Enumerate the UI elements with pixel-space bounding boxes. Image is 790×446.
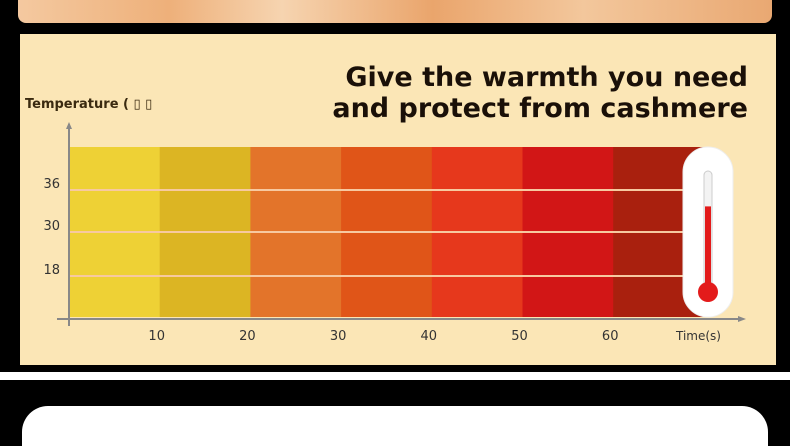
- x-tick-label: 10: [148, 329, 165, 344]
- y-axis-arrow-icon: [66, 122, 72, 129]
- x-axis-arrow-icon: [738, 316, 746, 322]
- y-tick-label: 18: [43, 263, 60, 278]
- x-tick-label: 60: [602, 329, 619, 344]
- product-photo-strip: [18, 0, 772, 23]
- x-tick-label: 20: [239, 329, 256, 344]
- x-tick-label: 40: [421, 329, 438, 344]
- thermometer-fill: [705, 206, 711, 289]
- thermometer-bulb-icon: [698, 282, 718, 302]
- y-axis-label: Temperature ( ▯ ▯: [25, 97, 153, 112]
- y-tick-label: 30: [43, 219, 60, 234]
- x-tick-label: 30: [330, 329, 347, 344]
- y-tick-label: 36: [43, 177, 60, 192]
- x-tick-label: 50: [511, 329, 528, 344]
- headline: Give the warmth you need and protect fro…: [332, 62, 748, 124]
- divider: [0, 372, 790, 380]
- headline-line-1: Give the warmth you need: [345, 62, 748, 93]
- x-axis-label: Time(s): [675, 329, 721, 343]
- chart: 18 30 36 10 20 30 40 50 60 Time(s): [43, 122, 746, 344]
- headline-line-2: and protect from cashmere: [332, 93, 748, 124]
- bottom-card: [22, 406, 768, 446]
- warmth-chart-panel: Give the warmth you need and protect fro…: [20, 34, 776, 365]
